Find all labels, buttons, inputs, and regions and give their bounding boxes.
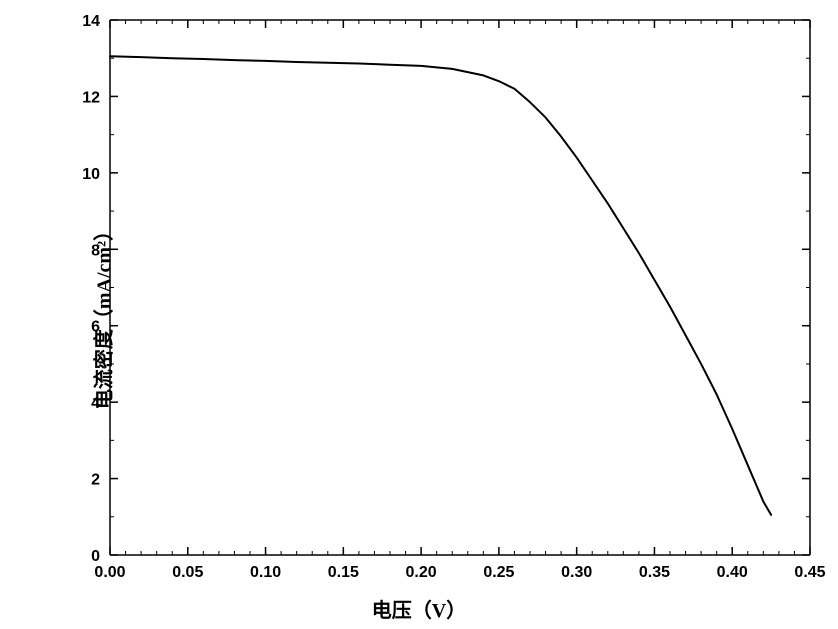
svg-text:0.45: 0.45 bbox=[794, 564, 825, 581]
svg-text:0.00: 0.00 bbox=[94, 564, 125, 581]
svg-text:10: 10 bbox=[82, 166, 100, 183]
svg-text:0.30: 0.30 bbox=[561, 564, 592, 581]
svg-text:0.20: 0.20 bbox=[406, 564, 437, 581]
y-axis-label: 电流密度（mA/cm²） bbox=[88, 220, 117, 408]
svg-text:0.05: 0.05 bbox=[172, 564, 203, 581]
svg-text:0.35: 0.35 bbox=[639, 564, 670, 581]
svg-text:0.10: 0.10 bbox=[250, 564, 281, 581]
svg-text:0.25: 0.25 bbox=[483, 564, 514, 581]
svg-text:0: 0 bbox=[91, 548, 100, 565]
x-axis-label: 电压（V） bbox=[372, 594, 466, 623]
svg-text:0.40: 0.40 bbox=[717, 564, 748, 581]
svg-text:0.15: 0.15 bbox=[328, 564, 359, 581]
chart-svg: 0.00 0.05 0.10 0.15 0.20 0.25 0.30 0.35 0.40 0.45… bbox=[0, 0, 838, 629]
svg-text:2: 2 bbox=[91, 472, 100, 489]
jv-chart: 0.00 0.05 0.10 0.15 0.20 0.25 0.30 0.35 0.40 0.45… bbox=[0, 0, 838, 629]
svg-text:12: 12 bbox=[82, 89, 100, 106]
svg-text:14: 14 bbox=[82, 13, 100, 30]
